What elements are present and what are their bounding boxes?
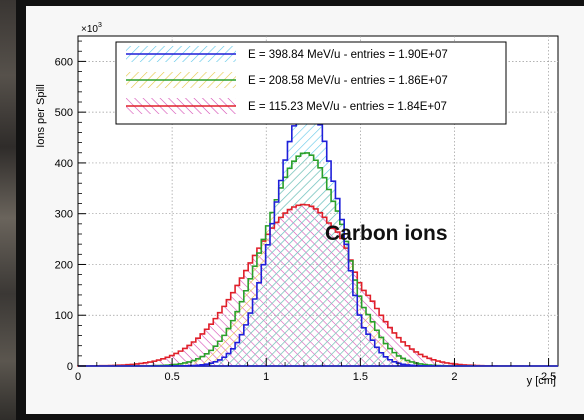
histogram-fills [78, 103, 558, 366]
y-tick-label: 400 [55, 158, 73, 170]
series-2-outline [77, 203, 558, 367]
annotation-carbon-ions: Carbon ions [325, 222, 448, 245]
y-tick-label: 500 [55, 107, 73, 119]
legend: E = 398.84 MeV/u - entries = 1.90E+07 E =… [115, 41, 507, 125]
plot-canvas: 0 0.5 1 1.5 2 2.5 0 100 200 300 400 500 600 ×103 Ion… [26, 6, 584, 414]
x-tick-label: 0.5 [164, 371, 179, 383]
x-tick-label: 2 [451, 371, 457, 383]
y-axis-multiplier: ×103 [81, 22, 102, 35]
x-tick-label: 1.5 [353, 371, 368, 383]
y-tick-label: 200 [55, 259, 73, 271]
legend-label-1: E = 208.58 MeV/u - entries = 1.86E+07 [248, 75, 448, 87]
legend-label-2: E = 115.23 MeV/u - entries = 1.84E+07 [248, 101, 447, 113]
axes: 0 0.5 1 1.5 2 2.5 0 100 200 300 400 500 600 [55, 40, 556, 383]
x-tick-label: 1 [263, 371, 269, 383]
legend-label-0: E = 398.84 MeV/u - entries = 1.90E+07 [248, 49, 448, 61]
x-tick-label: 0 [75, 371, 81, 383]
histogram-chart: 0 0.5 1 1.5 2 2.5 0 100 200 300 400 500 600 ×103 Ion… [35, 22, 559, 387]
x-tick-label: 2.5 [541, 371, 556, 383]
y-tick-label: 0 [67, 361, 73, 373]
y-tick-label: 300 [55, 209, 73, 221]
background-photo-strip [0, 0, 16, 420]
y-axis-label: Ions per Spill [35, 84, 47, 148]
y-tick-label: 100 [55, 310, 73, 322]
x-axis-label: y [cm] [527, 375, 556, 387]
y-tick-label: 600 [55, 56, 73, 68]
series-0-fill [78, 103, 558, 366]
